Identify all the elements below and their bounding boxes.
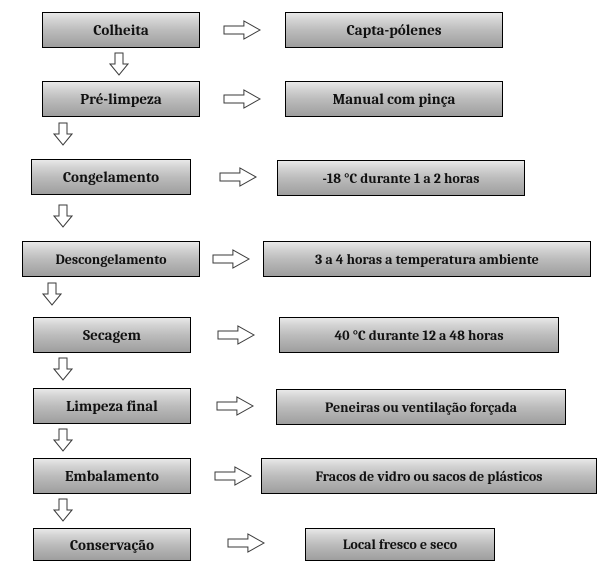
box-label-step6: Limpeza final [66,397,158,415]
box-det7: Fracos de vidro ou sacos de plásticos [261,458,597,494]
arrow-r3 [219,167,257,187]
arrow-r6 [216,396,254,416]
arrow-r8 [227,533,265,553]
box-label-det2: Manual com pinça [333,90,456,108]
arrow-r7 [214,466,252,486]
box-step5: Secagem [33,317,191,353]
arrow-d4 [42,282,62,306]
box-label-step3: Congelamento [63,168,159,186]
box-label-step5: Secagem [83,326,141,344]
box-label-det7: Fracos de vidro ou sacos de plásticos [315,468,542,485]
arrow-d3 [53,204,73,228]
arrow-d1 [109,52,129,76]
box-det4: 3 a 4 horas a temperatura ambiente [263,241,591,277]
arrow-d5 [53,357,73,381]
box-label-det3: -18 °C durante 1 a 2 horas [323,170,480,187]
arrow-r4 [212,249,250,269]
box-label-step7: Embalamento [65,467,159,485]
box-det8: Local fresco e seco [305,528,495,561]
box-det3: -18 °C durante 1 a 2 horas [277,160,525,196]
box-step6: Limpeza final [33,388,191,424]
box-label-step2: Pré-limpeza [80,90,162,108]
box-det2: Manual com pinça [285,81,503,117]
box-det6: Peneiras ou ventilação forçada [276,389,566,425]
box-label-step4: Descongelamento [55,251,166,268]
box-step2: Pré-limpeza [42,81,200,117]
box-label-step8: Conservação [70,536,154,554]
arrow-d7 [53,498,73,522]
box-step1: Colheita [42,12,200,48]
box-step3: Congelamento [31,159,191,195]
arrow-d6 [53,428,73,452]
box-label-det8: Local fresco e seco [343,536,457,553]
box-step8: Conservação [33,528,191,561]
box-label-det5: 40 °C durante 12 a 48 horas [334,327,503,344]
box-step7: Embalamento [33,458,191,494]
box-det5: 40 °C durante 12 a 48 horas [279,317,559,353]
arrow-r5 [217,325,255,345]
box-label-det6: Peneiras ou ventilação forçada [325,399,517,416]
box-label-step1: Colheita [93,21,148,39]
box-label-det4: 3 a 4 horas a temperatura ambiente [315,251,539,268]
box-step4: Descongelamento [22,241,200,277]
arrow-d2 [53,122,73,146]
arrow-r1 [223,20,261,40]
box-det1: Capta-pólenes [285,12,503,48]
box-label-det1: Capta-pólenes [346,21,441,39]
arrow-r2 [223,89,261,109]
